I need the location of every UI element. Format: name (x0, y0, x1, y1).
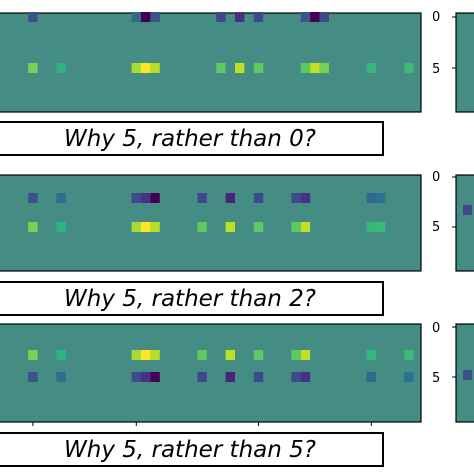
heatmap-3-cell-r1-c16 (150, 372, 160, 382)
heatmap-2-cell-r1-c14 (131, 222, 141, 232)
heatmap-2-cell-r1-c32 (300, 222, 311, 232)
heatmap-1-frame (0, 12, 422, 113)
heatmap-1-cell-r1-c15 (141, 63, 151, 73)
heatmap-3-cell-r0-c16 (150, 350, 160, 360)
heatmap-3-cell-r0-c27 (253, 350, 264, 360)
right-panel-3-cell (463, 370, 472, 380)
heatmap-1-cell-r1-c43 (404, 63, 414, 73)
heatmap-1-cell-r1-c3 (28, 63, 38, 73)
heatmap-1-cell-r0-c27 (253, 12, 264, 22)
heatmap-2-cell-r1-c39 (366, 222, 376, 232)
heatmap-2-cell-r0-c39 (366, 193, 376, 203)
right-panel-3-ytick-5: 5 (432, 371, 441, 386)
heatmap-3-cell-r1-c43 (404, 372, 414, 382)
heatmap-3-cell-r1-c27 (253, 372, 264, 382)
heatmap-3-cell-r1-c24 (225, 372, 235, 382)
heatmap-1-cell-r1-c32 (300, 63, 311, 73)
right-panel-3-ytick-0: 0 (432, 321, 441, 336)
heatmap-1-cell-r1-c33 (310, 63, 320, 73)
heatmap-1-cell-r1-c39 (366, 63, 376, 73)
heatmap-1-cell-r1-c16 (150, 63, 160, 73)
heatmap-3-cell-r0-c15 (141, 350, 151, 360)
heatmap-3-cell-r0-c31 (291, 350, 301, 360)
heatmap-3-cell-r0-c3 (28, 350, 38, 360)
heatmap-2-cell-r0-c31 (291, 193, 301, 203)
heatmap-3-cell-r1-c32 (300, 372, 311, 382)
heatmap-3-cell-r0-c39 (366, 350, 376, 360)
heatmap-1-cell-r0-c14 (131, 12, 141, 22)
caption-panel-1: Why 5, rather than 0? (0, 121, 384, 156)
heatmap-3-cell-r0-c6 (56, 350, 66, 360)
heatmap-3-cell-r1-c14 (131, 372, 141, 382)
heatmap-2-cell-r0-c21 (197, 193, 207, 203)
right-panel-2-ytick-5: 5 (432, 220, 441, 235)
heatmap-2-cell-r0-c40 (376, 193, 386, 203)
heatmap-1-cell-r1-c34 (319, 63, 329, 73)
heatmap-3-cell-r0-c32 (300, 350, 311, 360)
heatmap-1-cell-r1-c25 (235, 63, 245, 73)
caption-text-1: Why 5, rather than 0? (64, 125, 316, 152)
right-panel-1-frame (455, 12, 474, 113)
heatmap-2-cell-r1-c16 (150, 222, 160, 232)
heatmap-1-cell-r0-c34 (319, 12, 329, 22)
caption-text-3: Why 5, rather than 5? (64, 436, 316, 463)
heatmap-3-frame (0, 323, 422, 423)
heatmap-1-cell-r1-c27 (253, 63, 264, 73)
heatmap-3-cell-r1-c15 (141, 372, 151, 382)
heatmap-3-cell-r0-c24 (225, 350, 235, 360)
heatmap-2-cell-r0-c24 (225, 193, 235, 203)
heatmap-1-cell-r1-c14 (131, 63, 141, 73)
heatmap-2-cell-r1-c24 (225, 222, 235, 232)
right-panel-1-ytick-5: 5 (432, 62, 441, 77)
heatmap-3-cell-r1-c21 (197, 372, 207, 382)
heatmap-1-cell-r0-c33 (310, 12, 320, 22)
right-panel-2-frame (455, 174, 474, 272)
heatmap-2-cell-r0-c16 (150, 193, 160, 203)
heatmap-3-cell-r1-c3 (28, 372, 38, 382)
heatmap-1-cell-r0-c25 (235, 12, 245, 22)
heatmap-2-cell-r0-c32 (300, 193, 311, 203)
heatmap-2-cell-r1-c3 (28, 222, 38, 232)
heatmap-1-cell-r0-c23 (216, 12, 226, 22)
heatmap-2-cell-r1-c6 (56, 222, 66, 232)
heatmap-1-cell-r0-c3 (28, 12, 38, 22)
heatmap-3-cell-r0-c43 (404, 350, 414, 360)
heatmap-1-cell-r1-c6 (56, 63, 66, 73)
caption-panel-3: Why 5, rather than 5? (0, 432, 384, 467)
heatmap-3-cell-r1-c6 (56, 372, 66, 382)
right-panel-2-cell (463, 205, 472, 215)
right-panel-2-ytick-0: 0 (432, 170, 441, 185)
heatmap-2-cell-r1-c21 (197, 222, 207, 232)
heatmap-3-cell-r0-c14 (131, 350, 141, 360)
heatmap-3-cell-r1-c39 (366, 372, 376, 382)
heatmap-1-cell-r0-c16 (150, 12, 160, 22)
heatmap-2-cell-r0-c3 (28, 193, 38, 203)
heatmap-2-cell-r1-c27 (253, 222, 264, 232)
heatmap-2-cell-r1-c40 (376, 222, 386, 232)
heatmap-1-cell-r0-c15 (141, 12, 151, 22)
heatmap-3-cell-r0-c21 (197, 350, 207, 360)
caption-panel-2: Why 5, rather than 2? (0, 281, 384, 316)
heatmap-1-cell-r0-c32 (300, 12, 311, 22)
heatmap-1-cell-r1-c23 (216, 63, 226, 73)
heatmap-2-frame (0, 174, 422, 272)
right-panel-1-ytick-0: 0 (432, 10, 441, 25)
heatmap-2-cell-r0-c27 (253, 193, 264, 203)
heatmap-2-cell-r0-c6 (56, 193, 66, 203)
heatmap-2-cell-r0-c14 (131, 193, 141, 203)
heatmap-2-cell-r0-c15 (141, 193, 151, 203)
heatmap-2-cell-r1-c15 (141, 222, 151, 232)
heatmap-2-cell-r1-c31 (291, 222, 301, 232)
heatmap-3-cell-r1-c31 (291, 372, 301, 382)
caption-text-2: Why 5, rather than 2? (64, 285, 316, 312)
